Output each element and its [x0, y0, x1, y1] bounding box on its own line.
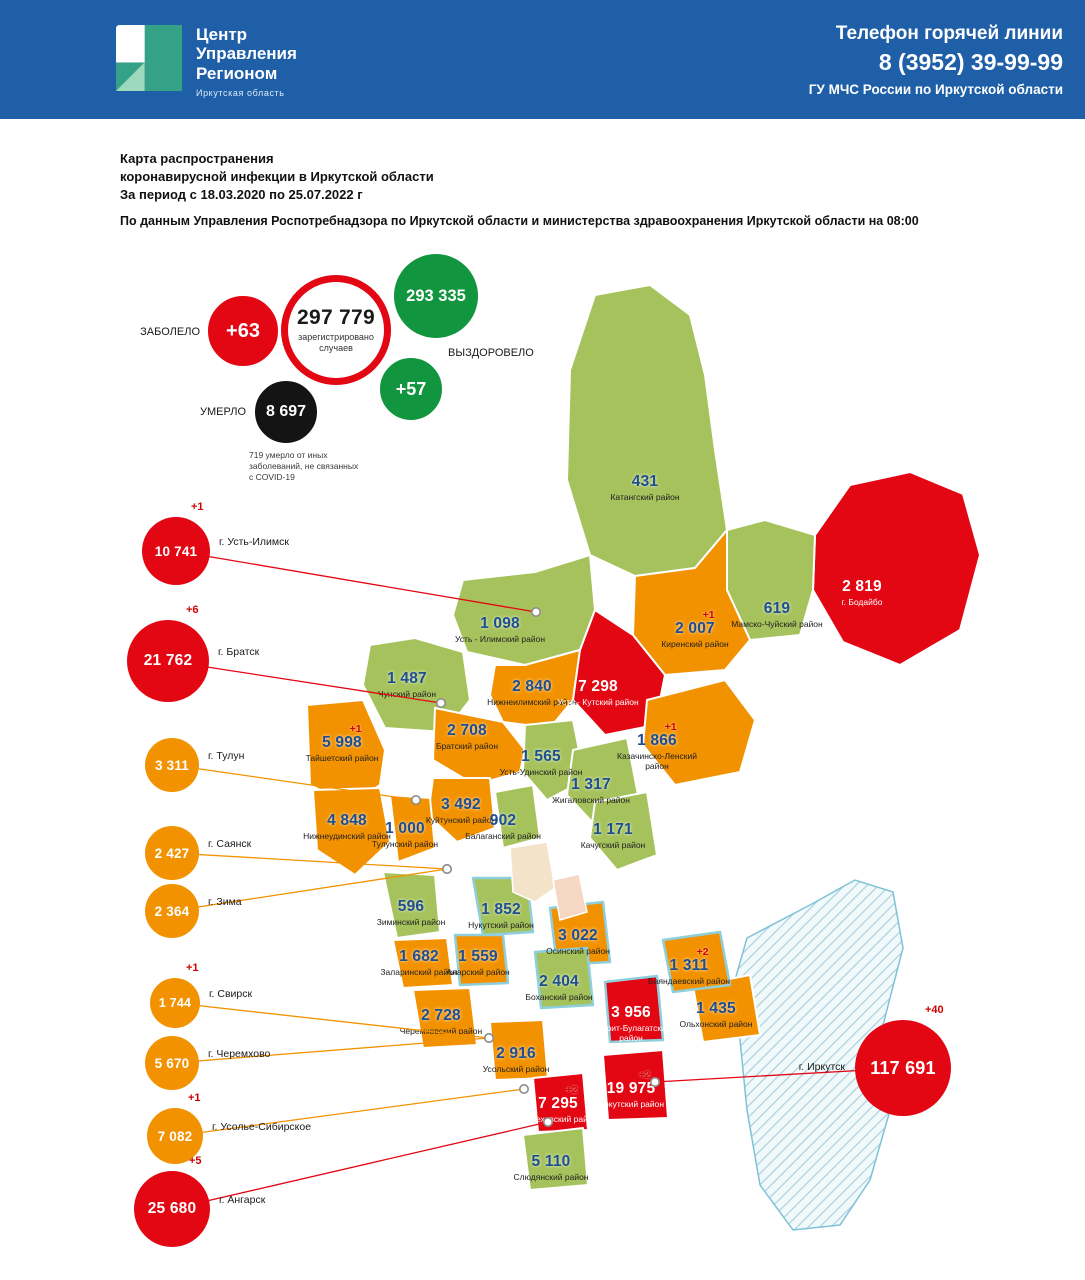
city-circle-cheremkhovo: 5 670 [145, 1036, 199, 1090]
city-name-cheremkhovo: г. Черемхово [208, 1048, 271, 1060]
data-source-line: По данным Управления Роспотребнадзора по… [120, 214, 919, 228]
district-shape-olkhonsky [692, 974, 761, 1043]
sick-delta-value: +63 [226, 319, 260, 342]
recovered-delta-value: +57 [395, 378, 427, 399]
city-circle-usolye: 7 082 [147, 1108, 203, 1164]
city-circle-ust-ilimsk: 10 741 [142, 517, 210, 585]
hotline-title: Телефон горячей линии [835, 23, 1063, 44]
city-name-svirsk: г. Свирск [209, 988, 253, 1000]
city-circle-tulun: 3 311 [145, 738, 199, 792]
region-map: 431 Катангский район 2 819 г. Бодайбо 619 Мам… [295, 280, 1085, 1280]
reservoir-patch-2 [552, 873, 588, 921]
city-name-ust-ilimsk: г. Усть-Илимск [219, 536, 289, 548]
title-line3: За период с 18.03.2020 по 25.07.2022 г [120, 187, 363, 203]
reservoir-patches [509, 841, 588, 921]
hotline-org: ГУ МЧС России по Иркутской области [808, 82, 1063, 97]
district-shape-slyudyansky [522, 1127, 589, 1191]
district-shape-cheremkhovsky [412, 987, 478, 1049]
sick-label: ЗАБОЛЕЛО [140, 326, 200, 338]
city-name-angarsk: г. Ангарск [219, 1194, 266, 1206]
city-circle-sayansk: 2 427 [145, 826, 199, 880]
district-shape-usolsky [489, 1019, 549, 1081]
district-shape-nizhneilimsky [489, 649, 581, 729]
city-delta-svirsk: +1 [186, 962, 199, 974]
hotline-block: Телефон горячей линии 8 (3952) 39-99-99 … [809, 23, 1063, 97]
city-delta-bratsk: +6 [186, 604, 199, 616]
title-line1: Карта распространения [120, 151, 274, 166]
city-circle-bratsk: 21 762 [127, 620, 209, 702]
recovered-label: ВЫЗДОРОВЕЛО [448, 347, 534, 359]
district-shape-tulunsky [389, 794, 436, 863]
city-circle-zima: 2 364 [145, 884, 199, 938]
city-delta-ust-ilimsk: +1 [191, 501, 204, 513]
district-shape-irkutsky [602, 1049, 669, 1121]
district-shape-kachugsky [589, 791, 658, 871]
district-shape-ustilimsky [452, 554, 596, 666]
title-line2: коронавирусной инфекции в Иркутской обла… [120, 169, 434, 185]
recovered-delta-circle: +57 [376, 354, 446, 424]
cur-logo-icon [116, 25, 182, 91]
district-shape-nizhneudinsky [312, 787, 391, 876]
city-name-tulun: г. Тулун [208, 750, 245, 762]
district-shape-bayandaevsky [661, 930, 732, 994]
died-label: УМЕРЛО [200, 406, 246, 418]
district-shape-kazachinsky [642, 679, 756, 786]
logo: Центр Управления Регионом Иркутская обла… [116, 25, 297, 98]
district-shape-ekhirit [603, 974, 665, 1044]
city-delta-usolye: +1 [188, 1092, 201, 1104]
logo-subtitle: Иркутская область [196, 88, 285, 99]
district-shape-bokhansky [533, 946, 595, 1010]
registered-value: 297 779 [296, 305, 375, 329]
city-name-zima: г. Зима [208, 896, 242, 908]
district-shape-kuytunsky [427, 777, 496, 843]
district-shape-balagansky [494, 784, 541, 849]
logo-line2: Управления [196, 44, 297, 64]
logo-line3: Регионом [196, 63, 278, 83]
header-bar: Центр Управления Регионом Иркутская обла… [0, 0, 1085, 119]
district-shape-katangsky [566, 284, 728, 577]
map-canvas [306, 284, 981, 1231]
district-shape-shelekhovsky [532, 1072, 589, 1133]
map-title: Карта распространения коронавирусной инф… [120, 150, 434, 205]
district-shape-alarsky [453, 933, 510, 987]
city-circle-svirsk: 1 744 [150, 978, 200, 1028]
logo-line1: Центр [196, 25, 248, 44]
recovered-circle: 293 335 [391, 251, 481, 341]
died-circle: 8 697 [251, 377, 321, 447]
district-shape-zalarinsky [392, 937, 454, 989]
city-name-bratsk: г. Братск [218, 646, 260, 658]
city-delta-angarsk: +5 [189, 1155, 202, 1167]
city-circle-angarsk: 25 680 [134, 1171, 210, 1247]
recovered-value: 293 335 [406, 286, 466, 305]
logo-text: Центр Управления Регионом Иркутская обла… [196, 25, 297, 98]
district-shape-bratsky [432, 707, 526, 786]
logo-mark-cut [116, 25, 145, 63]
district-shape-bodaybo [812, 471, 981, 666]
died-value: 8 697 [265, 403, 307, 420]
hotline-phone: 8 (3952) 39-99-99 [878, 49, 1063, 75]
reservoir-patch-1 [509, 841, 556, 903]
died-note: 719 умерло от иных заболеваний, не связа… [249, 450, 359, 483]
lake-baikal [734, 879, 904, 1231]
city-name-sayansk: г. Саянск [208, 838, 252, 850]
district-shape-ziminsky [382, 871, 441, 939]
registered-circle: 297 779 зарегистрировано случаев [281, 275, 391, 385]
sick-delta-circle: +63 [205, 293, 281, 369]
registered-label: зарегистрировано случаев [298, 331, 374, 353]
